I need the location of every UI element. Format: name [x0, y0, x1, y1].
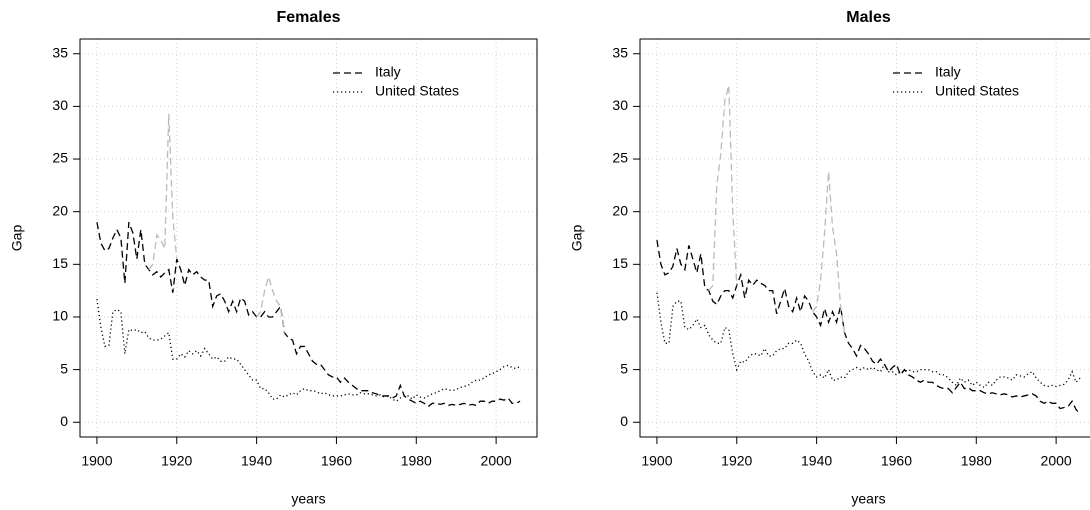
- y-tick-label: 20: [52, 202, 68, 218]
- legend-label: Italy: [375, 64, 401, 80]
- series-line: [96, 221, 521, 408]
- y-tick-label: 25: [612, 150, 628, 166]
- panel: 1900 1920 1940 1960 1980 2000 0 5 10 15 20 25 30 35 Fe…: [9, 9, 538, 507]
- x-tick-label: 1960: [321, 453, 352, 469]
- series-line: [656, 292, 1081, 389]
- y-tick-label: 20: [612, 202, 628, 218]
- x-tick-label: 1900: [81, 453, 112, 469]
- panel: 1900 1920 1940 1960 1980 2000 0 5 10 15 20 25 30 35 Ma…: [569, 9, 1090, 507]
- plot-area: [96, 113, 521, 408]
- y-tick-label: 0: [60, 413, 68, 429]
- x-tick-label: 1980: [401, 453, 432, 469]
- series-line: [96, 298, 521, 402]
- plot-frame: [639, 38, 1090, 438]
- y-tick-label: 10: [52, 308, 68, 324]
- y-tick-label: 30: [52, 97, 68, 113]
- chart-title: Females: [276, 9, 340, 26]
- series-line: [656, 240, 1081, 415]
- y-tick-label: 15: [52, 255, 68, 271]
- x-tick-label: 2000: [481, 453, 512, 469]
- plot-frame: [79, 38, 538, 438]
- series-line: [148, 113, 178, 270]
- y-tick-label: 10: [612, 308, 628, 324]
- legend-label: Italy: [935, 64, 961, 80]
- x-tick-label: 1920: [161, 453, 192, 469]
- x-axis-label: years: [291, 491, 325, 507]
- chart-title: Males: [846, 9, 891, 26]
- y-tick-label: 30: [612, 97, 628, 113]
- x-tick-label: 2000: [1041, 453, 1072, 469]
- y-tick-label: 5: [620, 360, 628, 376]
- x-tick-label: 1900: [641, 453, 672, 469]
- y-axis-label: Gap: [9, 225, 25, 252]
- x-tick-label: 1920: [721, 453, 752, 469]
- y-tick-label: 25: [52, 150, 68, 166]
- x-tick-label: 1940: [801, 453, 832, 469]
- y-tick-label: 0: [620, 413, 628, 429]
- legend-label: United States: [375, 83, 459, 99]
- y-axis-label: Gap: [569, 225, 585, 252]
- series-line: [812, 171, 846, 333]
- y-tick-label: 35: [52, 44, 68, 60]
- y-tick-label: 15: [612, 255, 628, 271]
- x-tick-label: 1940: [241, 453, 272, 469]
- y-tick-label: 35: [612, 44, 628, 60]
- series-line: [256, 274, 286, 333]
- y-tick-label: 5: [60, 360, 68, 376]
- legend-label: United States: [935, 83, 1019, 99]
- x-axis-label: years: [851, 491, 885, 507]
- x-tick-label: 1960: [881, 453, 912, 469]
- series-line: [708, 85, 738, 292]
- x-tick-label: 1980: [961, 453, 992, 469]
- plot-area: [656, 85, 1081, 415]
